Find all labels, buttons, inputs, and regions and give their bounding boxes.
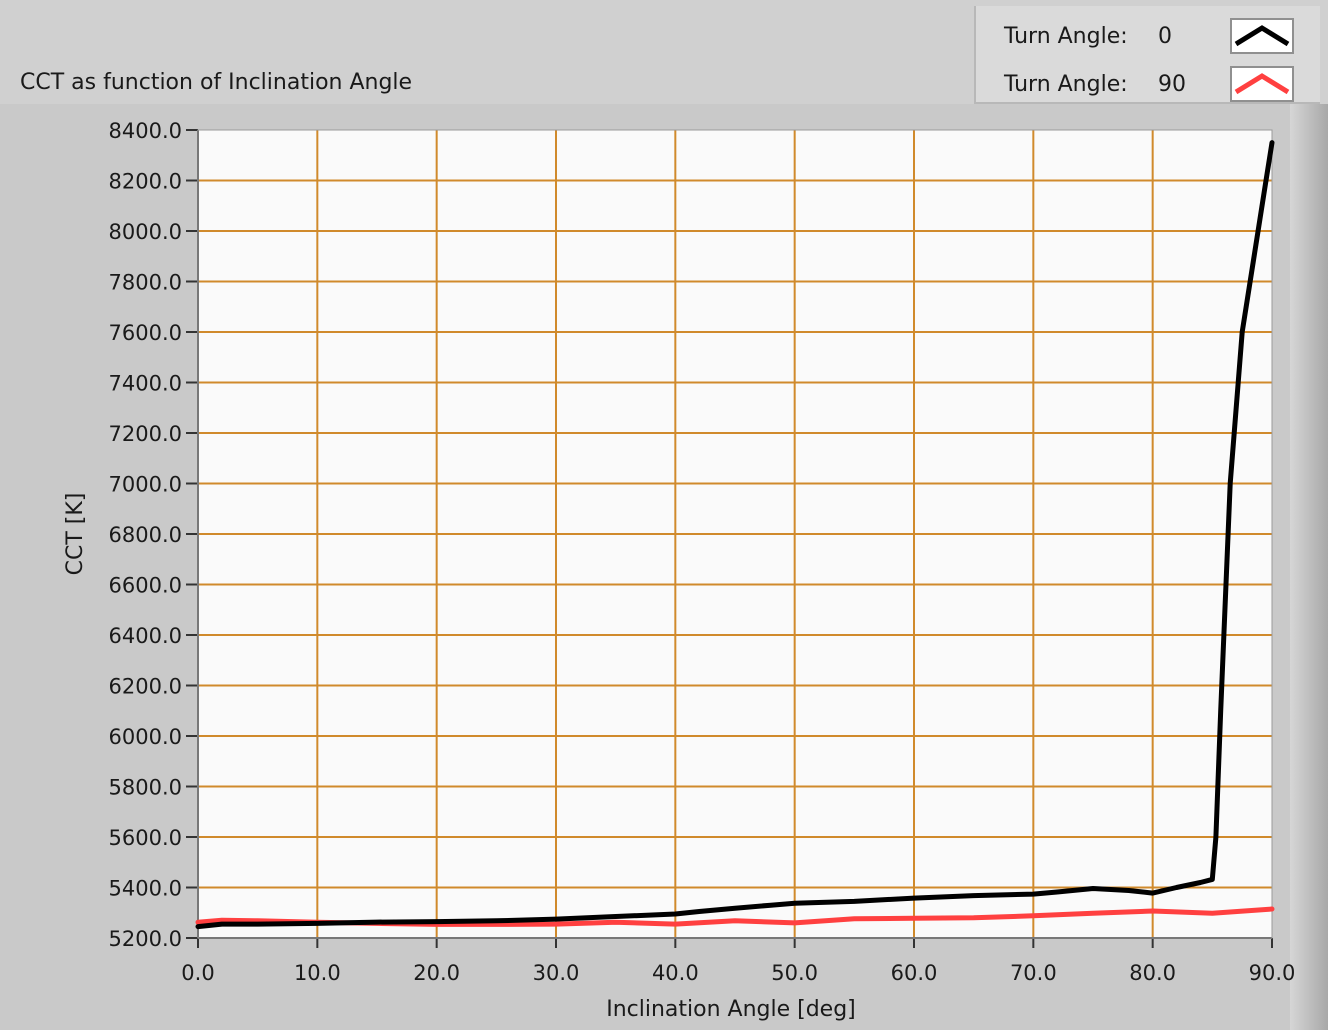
y-tick-label: 5200.0 <box>109 927 182 951</box>
series-line-0 <box>195 140 1275 930</box>
y-tick-label: 7200.0 <box>109 422 182 446</box>
legend-value-series-0: 0 <box>1158 24 1172 49</box>
plot-border <box>197 129 1273 939</box>
legend-label-series-1: Turn Angle: <box>1004 72 1128 97</box>
y-tick-label: 6000.0 <box>109 725 182 749</box>
x-tick-label: 10.0 <box>294 961 341 985</box>
legend-line-series-1 <box>1234 73 1290 95</box>
x-tick-label: 60.0 <box>891 961 938 985</box>
legend[interactable]: Turn Angle: 0 Turn Angle: 90 <box>974 6 1320 104</box>
x-tick-label: 80.0 <box>1129 961 1176 985</box>
y-tick-label: 7000.0 <box>109 473 182 497</box>
y-tick-label: 6600.0 <box>109 574 182 598</box>
x-tick-label: 20.0 <box>413 961 460 985</box>
x-tick-label: 40.0 <box>652 961 699 985</box>
y-tick-label: 7800.0 <box>109 271 182 295</box>
x-tick-label: 0.0 <box>181 961 214 985</box>
y-tick-label: 5600.0 <box>109 826 182 850</box>
legend-swatch-series-1[interactable] <box>1230 66 1294 102</box>
x-tick-label: 70.0 <box>1010 961 1057 985</box>
y-tick-label: 5800.0 <box>109 776 182 800</box>
axes: 0.0 10.0 20.0 30.0 40.0 50.0 60.0 70.0 80.0 90.0 5… <box>109 119 1296 985</box>
y-tick-label: 8000.0 <box>109 220 182 244</box>
legend-swatch-series-0[interactable] <box>1230 18 1294 54</box>
right-scroll-edge <box>1290 104 1328 1030</box>
y-tick-label: 5400.0 <box>109 877 182 901</box>
x-tick-label: 30.0 <box>533 961 580 985</box>
series-layer <box>195 140 1275 930</box>
legend-value-series-1: 90 <box>1158 72 1186 97</box>
x-tick-label: 50.0 <box>771 961 818 985</box>
y-tick-label: 8400.0 <box>109 119 182 143</box>
legend-item-series-0[interactable]: Turn Angle: 0 <box>976 14 1320 58</box>
legend-line-series-0 <box>1234 25 1290 47</box>
chart-title: CCT as function of Inclination Angle <box>20 70 413 95</box>
x-axis-label: Inclination Angle [deg] <box>606 997 856 1022</box>
x-tick-label: 90.0 <box>1249 961 1296 985</box>
legend-item-series-1[interactable]: Turn Angle: 90 <box>976 62 1320 106</box>
y-tick-label: 7600.0 <box>109 321 182 345</box>
y-tick-label: 6200.0 <box>109 675 182 699</box>
y-tick-label: 6800.0 <box>109 523 182 547</box>
y-tick-label: 8200.0 <box>109 170 182 194</box>
y-tick-label: 6400.0 <box>109 624 182 648</box>
y-axis-label: CCT [K] <box>63 493 88 576</box>
legend-label-series-0: Turn Angle: <box>1004 24 1128 49</box>
y-tick-label: 7400.0 <box>109 372 182 396</box>
